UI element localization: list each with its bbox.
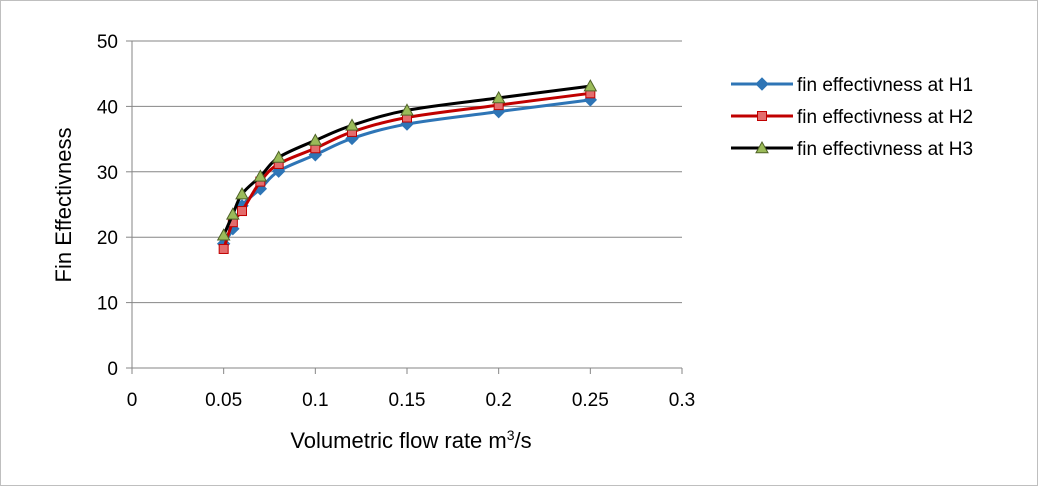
gridlines bbox=[132, 40, 682, 304]
y-axis-title: Fin Effectivness bbox=[51, 128, 76, 283]
x-tick-label: 0.25 bbox=[572, 390, 609, 411]
data-point bbox=[218, 243, 229, 254]
legend-entry: fin effectivness at H2 bbox=[731, 107, 973, 128]
data-point bbox=[345, 118, 359, 131]
y-tick-label: 40 bbox=[97, 97, 118, 118]
data-point bbox=[253, 169, 268, 182]
data-point bbox=[235, 187, 249, 200]
legend-marker bbox=[755, 140, 769, 154]
axes bbox=[126, 40, 683, 374]
x-axis-title: Volumetric flow rate m3/s bbox=[290, 427, 531, 453]
x-tick-label: 0.2 bbox=[485, 390, 511, 411]
legend-label: fin effectivness at H3 bbox=[797, 139, 973, 160]
x-tick-label: 0.05 bbox=[205, 390, 242, 411]
series-line bbox=[222, 84, 591, 236]
x-tick-label: 0.15 bbox=[389, 390, 426, 411]
legend-marker bbox=[755, 77, 769, 91]
data-point bbox=[400, 103, 414, 116]
y-tick-label: 10 bbox=[97, 294, 118, 315]
data-point bbox=[225, 207, 240, 220]
data-point bbox=[216, 228, 231, 241]
legend-label: fin effectivness at H1 bbox=[797, 75, 973, 96]
y-tick-label: 0 bbox=[107, 359, 118, 380]
y-tick-label: 50 bbox=[97, 32, 118, 53]
x-tick-label: 0.3 bbox=[669, 390, 695, 411]
data-point bbox=[491, 90, 506, 104]
x-tick-labels: 0 0.05 0.1 0.15 0.2 0.25 0.3 bbox=[127, 390, 696, 411]
y-tick-labels: 0 10 20 30 40 50 bbox=[97, 32, 118, 380]
legend-entry: fin effectivness at H1 bbox=[731, 75, 973, 96]
legend-entry: fin effectivness at H3 bbox=[731, 139, 973, 160]
data-point bbox=[237, 206, 247, 217]
x-tick-label: 0 bbox=[127, 390, 138, 411]
y-tick-label: 20 bbox=[97, 228, 118, 249]
data-point bbox=[308, 133, 323, 146]
x-tick-label: 0.1 bbox=[302, 390, 328, 411]
data-point bbox=[583, 79, 598, 92]
series-lines bbox=[216, 79, 598, 254]
legend-label: fin effectivness at H2 bbox=[797, 107, 973, 128]
data-point bbox=[271, 150, 286, 163]
legend-marker bbox=[757, 111, 767, 121]
series-3 bbox=[216, 79, 598, 241]
legend: fin effectivness at H1 fin effectivness a… bbox=[731, 75, 973, 160]
y-tick-label: 30 bbox=[97, 163, 118, 184]
